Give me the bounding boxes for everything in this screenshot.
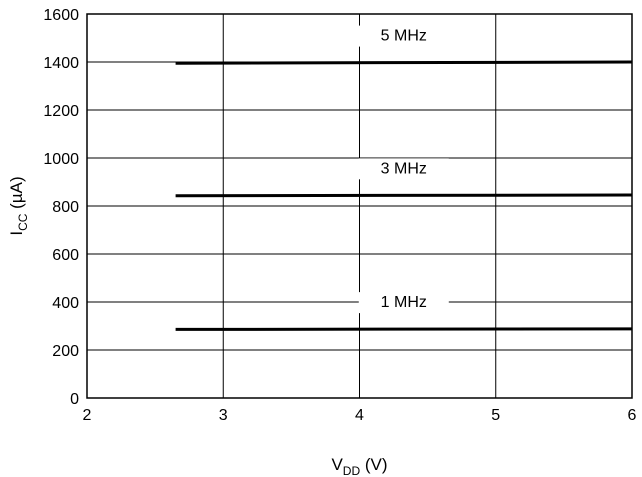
y-tick-labels: 0 200 400 600 800 1000 1200 1400 1600 bbox=[43, 7, 79, 408]
y-axis-label-main: I bbox=[7, 231, 26, 236]
series-line bbox=[175, 193, 633, 198]
plot-frame bbox=[86, 13, 633, 399]
series-label: 5 MHz bbox=[381, 28, 427, 45]
x-axis-label-sub: DD bbox=[343, 464, 361, 477]
series-line bbox=[175, 60, 633, 65]
x-axis-label: VDD (V) bbox=[331, 455, 387, 477]
x-axis-label-unit: (V) bbox=[360, 455, 387, 474]
y-axis-label-sub: CC bbox=[16, 213, 30, 231]
x-tick-label: 3 bbox=[219, 407, 228, 424]
y-tick-label: 200 bbox=[52, 343, 79, 360]
x-tick-label: 5 bbox=[491, 407, 500, 424]
y-tick-label: 0 bbox=[70, 391, 79, 408]
series-label-bg bbox=[358, 292, 449, 314]
x-tick-label: 2 bbox=[83, 407, 92, 424]
y-tick-label: 1600 bbox=[43, 7, 79, 24]
y-tick-label: 600 bbox=[52, 247, 79, 264]
plot-border bbox=[86, 13, 633, 399]
y-axis-label-unit: (µA) bbox=[7, 176, 26, 213]
x-tick-label: 6 bbox=[628, 407, 637, 424]
y-tick-label: 1000 bbox=[43, 151, 79, 168]
series-label: 1 MHz bbox=[381, 294, 427, 311]
series-label-bg bbox=[358, 158, 449, 180]
x-tick-labels: 2 3 4 5 6 bbox=[83, 407, 637, 424]
series-label-bg bbox=[358, 25, 449, 47]
y-axis-label: ICC (µA) bbox=[7, 176, 30, 235]
y-tick-label: 800 bbox=[52, 199, 79, 216]
y-tick-label: 1200 bbox=[43, 103, 79, 120]
series-label: 3 MHz bbox=[381, 160, 427, 177]
series-line bbox=[175, 327, 633, 331]
y-tick-label: 1400 bbox=[43, 55, 79, 72]
series-layer: 5 MHz 3 MHz 1 MHz bbox=[175, 25, 633, 331]
y-tick-label: 400 bbox=[52, 295, 79, 312]
grid bbox=[87, 14, 632, 398]
x-axis-label-main: V bbox=[331, 455, 343, 474]
x-tick-label: 4 bbox=[355, 407, 364, 424]
